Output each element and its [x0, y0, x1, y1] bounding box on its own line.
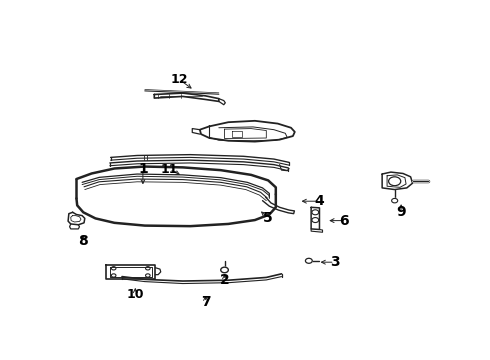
Circle shape	[389, 177, 401, 186]
Circle shape	[220, 267, 228, 273]
Text: 1: 1	[138, 162, 148, 176]
Circle shape	[392, 198, 398, 203]
Text: 8: 8	[78, 234, 88, 248]
Text: 5: 5	[263, 211, 273, 225]
Text: 2: 2	[220, 273, 229, 287]
Text: 4: 4	[315, 194, 324, 208]
Text: 6: 6	[340, 213, 349, 228]
Text: 9: 9	[396, 205, 406, 219]
Circle shape	[305, 258, 312, 263]
Text: 7: 7	[201, 296, 210, 309]
Text: 12: 12	[170, 73, 188, 86]
Text: 10: 10	[126, 288, 144, 301]
Text: 3: 3	[330, 255, 340, 269]
Text: 11: 11	[161, 163, 178, 176]
